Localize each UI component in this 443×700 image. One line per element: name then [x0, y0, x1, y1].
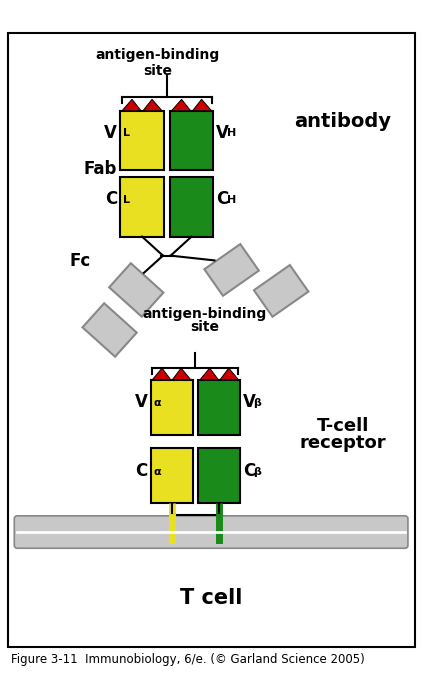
Text: C: C: [243, 462, 255, 480]
Text: C: C: [216, 190, 229, 209]
Polygon shape: [193, 99, 212, 111]
FancyBboxPatch shape: [14, 516, 408, 548]
Text: H: H: [227, 195, 236, 205]
Text: Fc: Fc: [69, 253, 90, 270]
Polygon shape: [122, 99, 141, 111]
FancyBboxPatch shape: [8, 33, 415, 648]
Text: α: α: [153, 467, 161, 477]
Text: antibody: antibody: [295, 112, 392, 131]
Text: L: L: [123, 128, 130, 139]
Text: C: C: [105, 190, 117, 209]
Polygon shape: [172, 368, 190, 379]
Text: V: V: [135, 393, 148, 412]
Polygon shape: [152, 368, 171, 379]
Polygon shape: [82, 303, 137, 357]
Polygon shape: [143, 99, 162, 111]
FancyBboxPatch shape: [170, 111, 214, 170]
Polygon shape: [109, 263, 163, 316]
Text: antigen-binding: antigen-binding: [143, 307, 267, 321]
FancyBboxPatch shape: [198, 448, 240, 503]
Polygon shape: [200, 368, 218, 379]
Text: L: L: [123, 195, 130, 205]
Text: receptor: receptor: [300, 435, 386, 452]
Text: V: V: [243, 393, 256, 412]
Text: β: β: [253, 398, 261, 408]
FancyBboxPatch shape: [198, 379, 240, 435]
FancyBboxPatch shape: [120, 111, 164, 170]
Polygon shape: [171, 99, 190, 111]
Text: H: H: [227, 128, 236, 139]
FancyBboxPatch shape: [151, 448, 193, 503]
Text: Figure 3-11  Immunobiology, 6/e. (© Garland Science 2005): Figure 3-11 Immunobiology, 6/e. (© Garla…: [12, 653, 365, 666]
Polygon shape: [254, 265, 308, 317]
Text: site: site: [143, 64, 172, 78]
Text: V: V: [216, 124, 229, 141]
Text: site: site: [190, 320, 219, 334]
Polygon shape: [220, 368, 238, 379]
FancyBboxPatch shape: [120, 178, 164, 237]
Polygon shape: [204, 244, 259, 296]
Text: β: β: [253, 467, 261, 477]
Text: antigen-binding: antigen-binding: [95, 48, 219, 62]
FancyBboxPatch shape: [170, 178, 214, 237]
Text: V: V: [105, 124, 117, 141]
FancyBboxPatch shape: [151, 379, 193, 435]
Text: C: C: [136, 462, 148, 480]
Text: Fab: Fab: [84, 160, 117, 178]
Text: T-cell: T-cell: [317, 417, 369, 435]
Text: T cell: T cell: [180, 588, 243, 608]
Text: α: α: [153, 398, 161, 408]
